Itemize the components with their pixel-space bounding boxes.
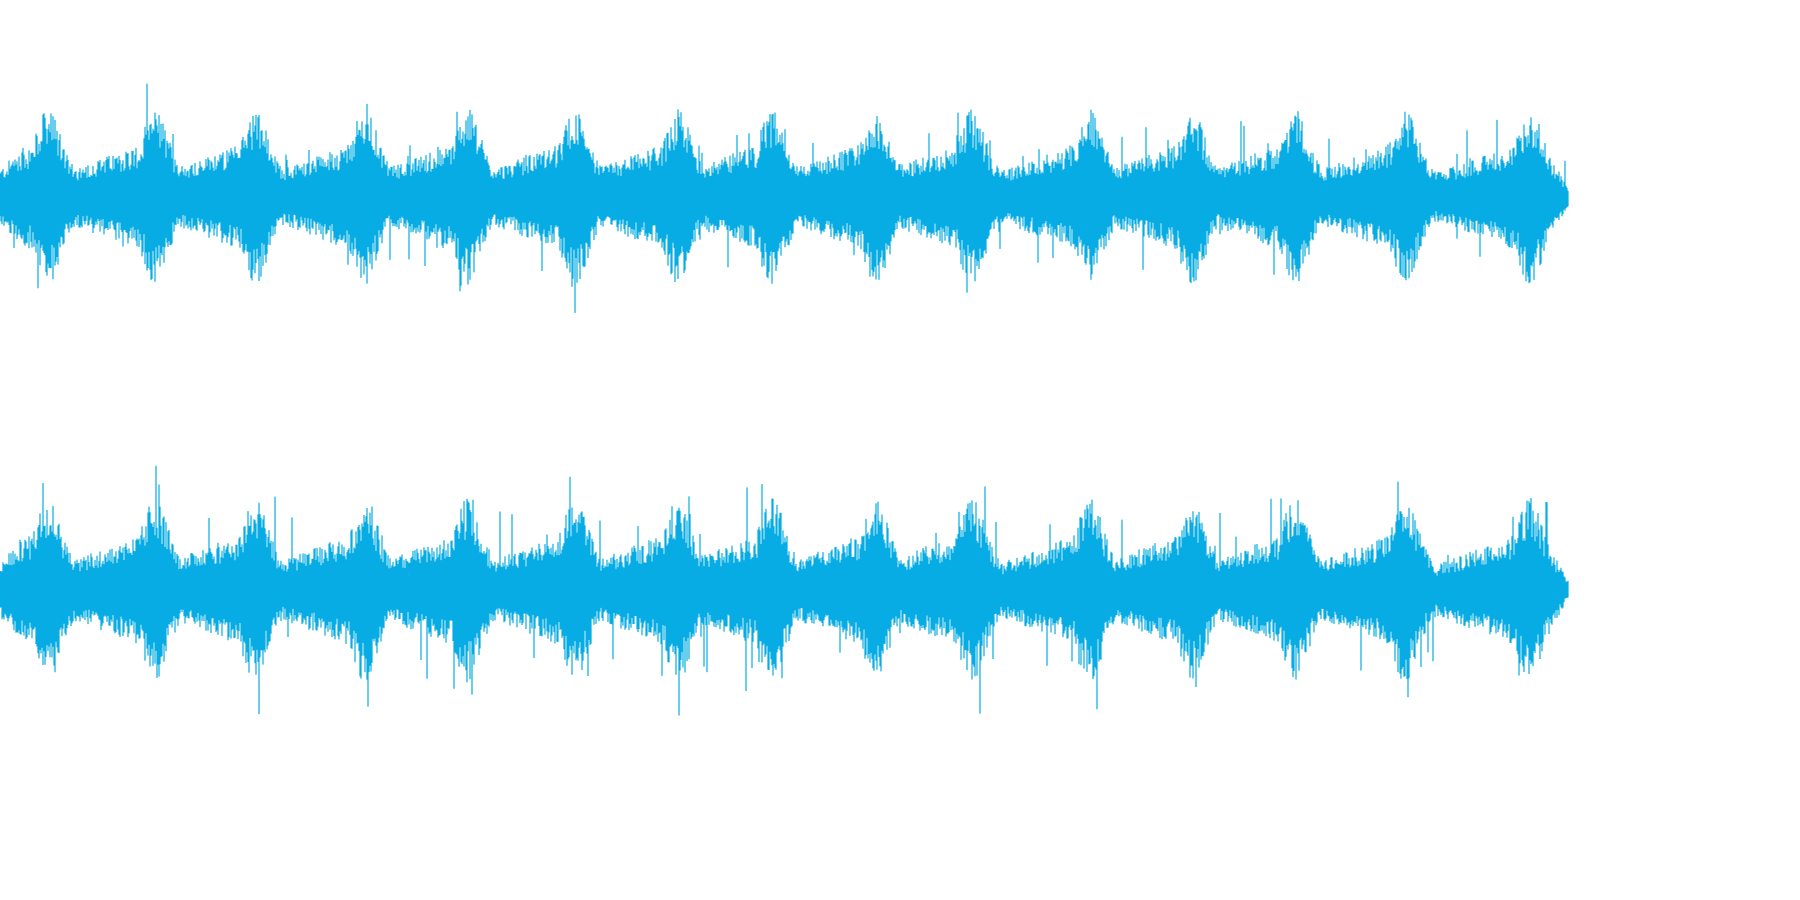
channel-1-trace xyxy=(0,83,1569,313)
channel-2-trace xyxy=(0,465,1569,716)
waveform-channel-right xyxy=(0,465,1569,716)
waveform-channel-left xyxy=(0,83,1569,313)
